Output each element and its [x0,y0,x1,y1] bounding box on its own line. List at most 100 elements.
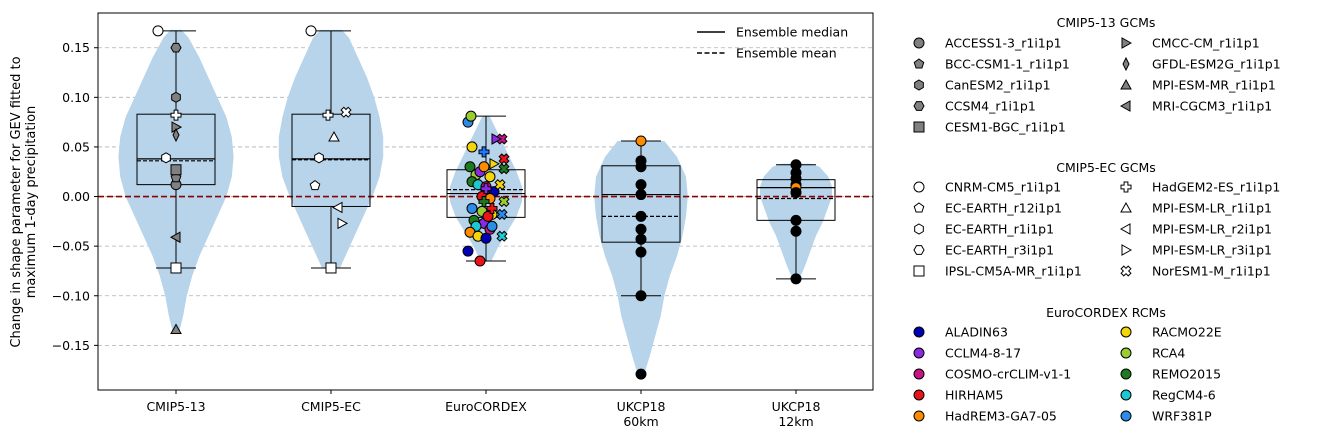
legend-marker-icon [913,202,925,213]
x-tick-label-line: EuroCORDEX [445,399,527,414]
data-point-marker [496,208,508,220]
legend-marker-icon [914,223,924,235]
legend-marker-icon [913,181,925,193]
legend-marker-icon [914,79,924,91]
y-tick-label: −0.05 [52,239,90,254]
legend-item-label: EC-EARTH_r12i1p1 [945,201,1062,216]
data-point-marker [172,127,180,143]
legend-marker-icon [913,37,925,49]
violin-body [278,29,384,268]
legend-line-label: Ensemble mean [736,46,837,61]
y-axis-label: Change in shape parameter for GEV fitted… [9,56,39,347]
legend-marker-icon [1120,410,1132,422]
data-point-marker [462,245,474,257]
x-tick-label-line: UKCP18 [772,399,821,414]
x-tick-label-line: 12km [778,414,813,429]
data-point-marker [790,214,802,226]
data-point-marker [478,196,490,207]
legend-cmip13-title: CMIP5-13 GCMs [1057,15,1156,30]
marker-legend: CMIP5-13 GCMs ACCESS1-3_r1i1p1 BCC-CSM1-1_… [913,15,1281,424]
data-point-marker [480,183,492,195]
data-point-marker [171,91,181,103]
data-point-marker [491,133,503,145]
legend-item-label: COSMO-crCLIM-v1-1 [945,367,1071,382]
data-point-marker [494,179,506,191]
data-point-marker [170,109,182,121]
legend-cmipec-title: CMIP5-EC GCMs [1056,160,1156,175]
data-point-marker [328,130,340,142]
data-point-marker [486,202,498,214]
data-point-marker [498,163,510,175]
data-point-marker [340,106,352,118]
legend-item-label: MPI-ESM-MR_r1i1p1 [1152,78,1276,93]
legend-item-label: MRI-CGCM3_r1i1p1 [1152,99,1272,114]
legend-item-label: IPSL-CM5A-MR_r1i1p1 [945,264,1082,279]
data-point-marker [170,323,182,334]
data-point-marker [161,152,171,164]
legend-item-label: RACMO22E [1152,325,1222,340]
y-axis-label-line: Change in shape parameter for GEV fitted… [9,56,24,347]
data-point-marker [465,110,477,122]
data-point-marker [305,25,317,37]
legend-item-label: MPI-ESM-LR_r1i1p1 [1152,201,1272,216]
y-axis-label-line: maximum 1-day precipitation [24,106,39,299]
y-axis-label-text: Change in shape parameter for GEV fitted… [9,56,39,347]
y-tick-label: 0.10 [62,90,90,105]
data-point-marker [496,230,508,242]
data-point-marker [635,135,647,147]
legend-marker-icon [913,389,925,401]
legend-item-label: EC-EARTH_r1i1p1 [945,222,1054,237]
legend-marker-icon [1122,56,1130,72]
legend-item-label: CESM1-BGC_r1i1p1 [945,120,1066,135]
y-tick-label: −0.10 [52,288,90,303]
data-point-marker [474,255,486,267]
data-point-marker [337,217,349,230]
data-point-marker [635,189,647,201]
data-point-marker [635,233,647,245]
legend-marker-icon [1120,78,1132,90]
legend-item-label: NorESM1-M_r1i1p1 [1152,264,1271,279]
legend-item-label: HIRHAM5 [945,388,1003,403]
data-point-marker [466,202,478,214]
data-point-marker [486,220,498,232]
x-tick-label-line: CMIP5-13 [146,399,205,414]
data-point-marker [314,152,324,164]
legend-marker-icon [1120,265,1132,277]
legend-marker-icon [913,101,925,111]
legend-marker-icon [913,410,925,422]
legend-marker-icon [913,326,925,338]
legend-item-label: ACCESS1-3_r1i1p1 [945,36,1062,51]
legend-marker-icon [913,245,925,255]
legend-marker-icon [913,121,925,133]
x-tick-label-line: CMIP5-EC [301,399,361,414]
data-point-marker [635,179,647,191]
data-point-marker [480,232,492,244]
legend-marker-icon [1121,37,1133,49]
legend-marker-icon [1120,347,1132,359]
legend-item-label: RCA4 [1152,346,1185,361]
legend-item-label: CCSM4_r1i1p1 [945,99,1036,114]
y-axis-ticks: −0.15 −0.10 −0.05 0.00 0.05 0.10 0.15 [52,40,98,353]
data-points [152,25,802,380]
data-point-marker [635,246,647,258]
legend-item-label: BCC-CSM1-1_r1i1p1 [945,57,1070,72]
data-point-marker [170,262,182,274]
y-tick-label: 0.00 [62,189,90,204]
x-tick-label: CMIP5-EC [301,399,361,414]
x-tick-label: CMIP5-13 [146,399,205,414]
legend-marker-icon [1121,244,1133,256]
legend-item-label: HadGEM2-ES_r1i1p1 [1152,180,1280,195]
line-legend: Ensemble median Ensemble mean [697,25,848,61]
x-tick-label: EuroCORDEX [445,399,527,414]
y-tick-label: 0.05 [62,139,90,154]
data-point-marker [170,42,182,53]
x-tick-label: UKCP18 60km [617,399,666,429]
legend-item-label: MPI-ESM-LR_r2i1p1 [1152,222,1272,237]
data-point-marker [790,225,802,237]
y-tick-label: −0.15 [52,338,90,353]
x-tick-label: UKCP18 12km [772,399,821,429]
data-point-marker [325,262,337,274]
data-point-marker [152,25,164,37]
data-point-marker [466,141,478,153]
